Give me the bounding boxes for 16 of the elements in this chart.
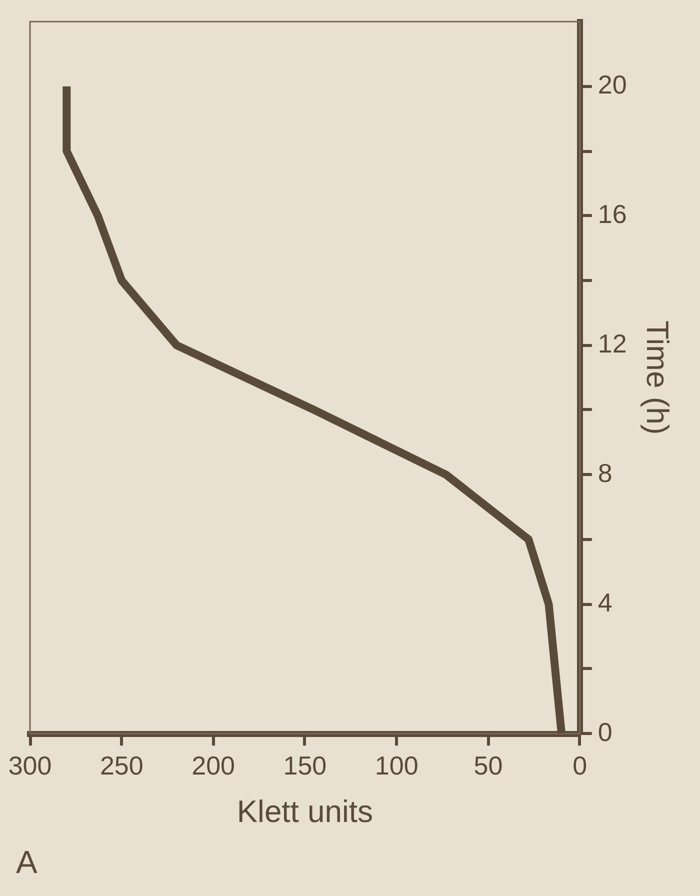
- x-tick-label: 0: [572, 750, 588, 780]
- text: A: [16, 844, 38, 880]
- y-tick-label: 0: [598, 716, 612, 747]
- x-axis-title: Klett units: [236, 794, 374, 829]
- y-tick-label: 12: [598, 328, 627, 358]
- y-tick-label: 4: [598, 587, 612, 618]
- x-tick-label: 300: [8, 750, 52, 780]
- y-tick-label: 16: [598, 198, 627, 229]
- x-tick-label: 250: [100, 750, 144, 780]
- y-tick-label: 20: [598, 70, 627, 100]
- x-tick-label: 200: [192, 750, 235, 780]
- x-tick-label: 50: [474, 750, 503, 780]
- y-tick-label: 8: [598, 458, 612, 488]
- x-tick-label: 100: [374, 750, 418, 780]
- x-tick-label: 150: [283, 750, 327, 780]
- y-axis-title: Time (h): [640, 320, 675, 435]
